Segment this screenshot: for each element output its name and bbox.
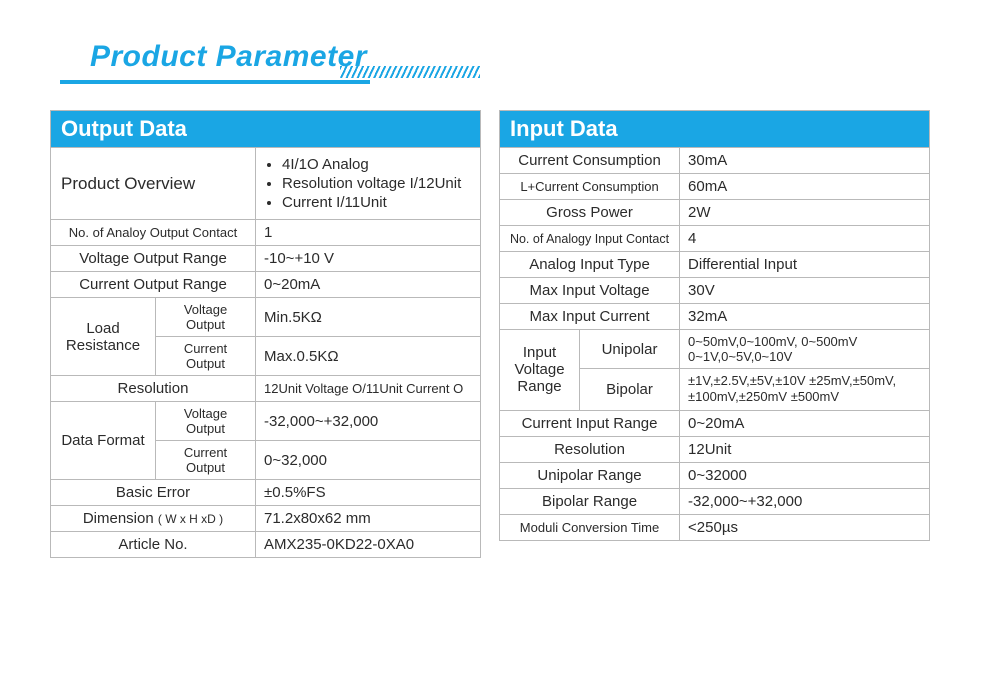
- overview-label: Product Overview: [51, 148, 256, 220]
- max-in-voltage-label: Max Input Voltage: [500, 278, 680, 304]
- output-header: Output Data: [51, 111, 481, 148]
- moduli-label: Moduli Conversion Time: [500, 514, 680, 540]
- input-header: Input Data: [500, 111, 930, 148]
- df-voltage-out-label: Voltage Output: [156, 402, 256, 441]
- ivr-unipolar: 0~50mV,0~100mV, 0~500mV 0~1V,0~5V,0~10V: [680, 330, 930, 369]
- analog-out-contact: 1: [256, 220, 481, 246]
- page-title: Product Parameter: [90, 40, 367, 74]
- load-voltage-out-label: Voltage Output: [156, 298, 256, 337]
- analog-in-type-label: Analog Input Type: [500, 252, 680, 278]
- cur-in-range-label: Current Input Range: [500, 410, 680, 436]
- resolution-out-label: Resolution: [51, 376, 256, 402]
- output-data-table: Output Data Product Overview 4I/1O Analo…: [50, 110, 481, 558]
- analog-in-contact-label: No. of Analogy Input Contact: [500, 226, 680, 252]
- dimension-label: Dimension ( W x H xD ): [51, 506, 256, 532]
- overview-item: 4I/1O Analog: [282, 156, 472, 173]
- lcur-cons-label: L+Current Consumption: [500, 174, 680, 200]
- resolution-in: 12Unit: [680, 436, 930, 462]
- basic-error: ±0.5%FS: [256, 480, 481, 506]
- dimension-label-text: Dimension: [83, 510, 154, 527]
- load-current-out-label: Current Output: [156, 337, 256, 376]
- ivr-unipolar-label: Unipolar: [580, 330, 680, 369]
- analog-in-type: Differential Input: [680, 252, 930, 278]
- title-hatch: [340, 66, 480, 78]
- moduli: <250µs: [680, 514, 930, 540]
- analog-in-contact: 4: [680, 226, 930, 252]
- overview-item: Current I/11Unit: [282, 194, 472, 211]
- load-voltage-out: Min.5KΩ: [256, 298, 481, 337]
- gross-power-label: Gross Power: [500, 200, 680, 226]
- unipolar-range: 0~32000: [680, 462, 930, 488]
- overview-list: 4I/1O Analog Resolution voltage I/12Unit…: [256, 148, 481, 220]
- article-no: AMX235-0KD22-0XA0: [256, 532, 481, 558]
- basic-error-label: Basic Error: [51, 480, 256, 506]
- ivr-bipolar-label: Bipolar: [580, 369, 680, 411]
- cur-in-range: 0~20mA: [680, 410, 930, 436]
- ivr-label: Input Voltage Range: [500, 330, 580, 411]
- resolution-in-label: Resolution: [500, 436, 680, 462]
- dimension: 71.2x80x62 mm: [256, 506, 481, 532]
- ivr-bipolar: ±1V,±2.5V,±5V,±10V ±25mV,±50mV,±100mV,±2…: [680, 369, 930, 411]
- gross-power: 2W: [680, 200, 930, 226]
- df-voltage-out: -32,000~+32,000: [256, 402, 481, 441]
- voltage-out-range-label: Voltage Output Range: [51, 246, 256, 272]
- input-data-table: Input Data Current Consumption 30mA L+Cu…: [499, 110, 930, 541]
- max-in-current-label: Max Input Current: [500, 304, 680, 330]
- max-in-current: 32mA: [680, 304, 930, 330]
- dimension-sub: ( W x H xD ): [158, 512, 223, 526]
- title-underline: [60, 80, 370, 84]
- current-out-range-label: Current Output Range: [51, 272, 256, 298]
- lcur-cons: 60mA: [680, 174, 930, 200]
- cur-cons: 30mA: [680, 148, 930, 174]
- bipolar-range-label: Bipolar Range: [500, 488, 680, 514]
- max-in-voltage: 30V: [680, 278, 930, 304]
- current-out-range: 0~20mA: [256, 272, 481, 298]
- overview-item: Resolution voltage I/12Unit: [282, 175, 472, 192]
- load-current-out: Max.0.5KΩ: [256, 337, 481, 376]
- load-resistance-label: Load Resistance: [51, 298, 156, 376]
- article-no-label: Article No.: [51, 532, 256, 558]
- analog-out-contact-label: No. of Analoy Output Contact: [51, 220, 256, 246]
- voltage-out-range: -10~+10 V: [256, 246, 481, 272]
- cur-cons-label: Current Consumption: [500, 148, 680, 174]
- resolution-out: 12Unit Voltage O/11Unit Current O: [256, 376, 481, 402]
- df-current-out-label: Current Output: [156, 441, 256, 480]
- bipolar-range: -32,000~+32,000: [680, 488, 930, 514]
- data-format-label: Data Format: [51, 402, 156, 480]
- unipolar-range-label: Unipolar Range: [500, 462, 680, 488]
- df-current-out: 0~32,000: [256, 441, 481, 480]
